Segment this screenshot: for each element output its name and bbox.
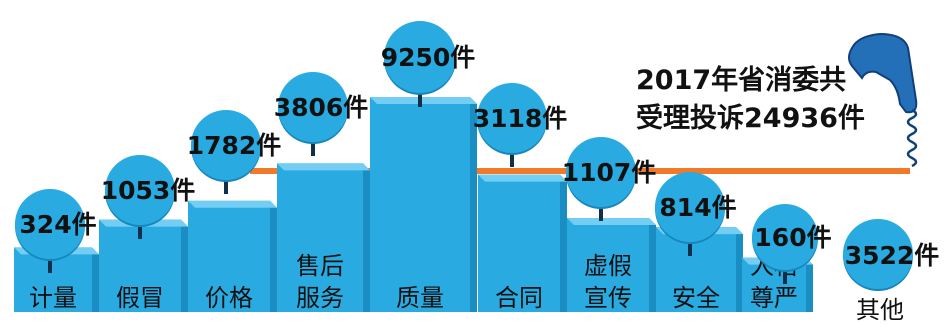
value-label-0: 324件	[19, 210, 96, 239]
category-label-2: 价格	[205, 284, 253, 312]
bar-side-5	[560, 174, 567, 312]
category-label-1: 假冒	[116, 284, 164, 312]
bar-top-4	[370, 97, 477, 104]
bubble-2	[191, 110, 261, 180]
bar-group-2: 价格 1782件	[187, 110, 282, 312]
bar-side-8	[806, 257, 813, 312]
category-label-3-line-2: 服务	[296, 284, 344, 312]
telephone-handset-icon	[848, 32, 918, 168]
category-label-5: 合同	[495, 284, 543, 312]
bubble-7	[655, 172, 725, 242]
value-label-1: 1053件	[101, 176, 196, 205]
other-bubble	[843, 219, 913, 289]
bar-group-1: 假冒 1053件	[99, 155, 195, 312]
telephone-handset-body	[848, 32, 918, 114]
bubble-3	[278, 72, 348, 142]
category-label-7: 安全	[672, 284, 720, 312]
bar-top-3	[277, 163, 370, 171]
category-label-8-line-2: 尊严	[750, 284, 798, 312]
bar-side-0	[92, 247, 99, 312]
bar-5	[478, 174, 560, 312]
bar-top-2	[188, 200, 277, 208]
bar-2	[188, 200, 270, 312]
bubble-5	[477, 83, 547, 153]
category-label-6-line-2: 宣传	[584, 284, 632, 312]
other-category-label: 其他	[856, 296, 904, 324]
other-value-label: 3522件	[845, 241, 940, 270]
bar-group-4: 质量 9250件	[370, 21, 477, 312]
bar-group-8: 人格尊严160件	[742, 204, 832, 312]
value-label-5: 3118件	[473, 104, 568, 133]
bubble-6	[566, 137, 636, 207]
bar-top-5	[478, 174, 567, 182]
bar-group-7: 安全 814件	[655, 172, 743, 312]
bar-side-6	[649, 218, 656, 312]
bubble-8	[752, 204, 818, 270]
bar-side-1	[181, 219, 188, 312]
bar-4	[370, 97, 470, 312]
bubble-1	[105, 155, 175, 225]
chart-title: 2017年省消委共 受理投诉24936件	[636, 62, 906, 138]
value-label-8: 160件	[754, 223, 831, 252]
value-label-4: 9250件	[381, 43, 476, 72]
value-label-6: 1107件	[562, 158, 657, 187]
value-label-7: 814件	[659, 193, 736, 222]
bar-side-2	[270, 200, 277, 312]
bubble-0	[15, 189, 85, 259]
bar-group-5: 合同 3118件	[473, 83, 568, 312]
bar-6	[567, 218, 649, 312]
bar-top-6	[567, 218, 656, 226]
value-label-2: 1782件	[187, 131, 282, 160]
category-label-0: 计量	[29, 284, 77, 312]
bar-3	[277, 163, 363, 312]
category-label-6-line-1: 虚假	[584, 252, 632, 280]
bar-side-4	[470, 97, 477, 312]
category-label-3-line-1: 售后	[296, 252, 344, 280]
bar-side-7	[736, 227, 743, 312]
bubble-4	[384, 21, 456, 93]
chart-title-line-1: 2017年省消委共	[636, 65, 847, 96]
value-label-3: 3806件	[274, 93, 369, 122]
telephone-cord	[906, 108, 918, 168]
chart-title-line-2: 受理投诉24936件	[636, 103, 865, 134]
bar-side-3	[363, 163, 370, 312]
bar-group-0: 计量 324件	[14, 189, 99, 312]
category-label-4: 质量	[396, 284, 444, 312]
